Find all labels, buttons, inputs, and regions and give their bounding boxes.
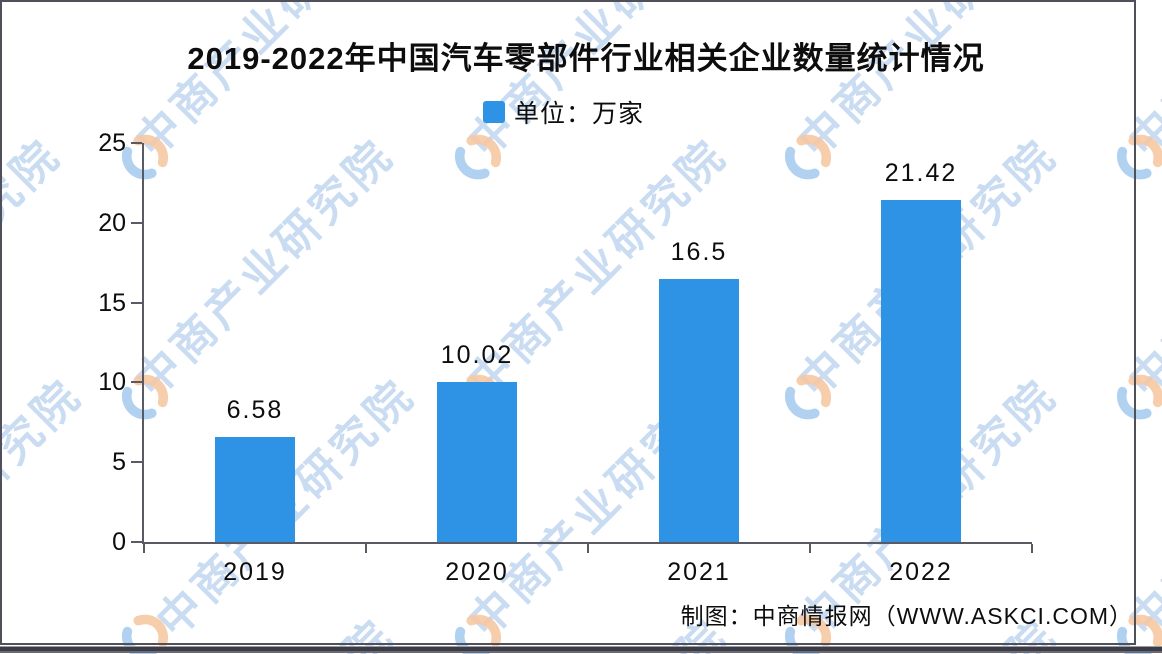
x-axis-tick (809, 544, 811, 553)
bar-value-label: 6.58 (226, 396, 284, 424)
watermark-text: 中商产业研究院 (0, 129, 71, 407)
x-axis-tick (143, 544, 145, 553)
bar-value-label: 21.42 (884, 159, 958, 187)
x-axis-category-label: 2021 (667, 558, 731, 586)
x-axis-tick (365, 544, 367, 553)
y-axis-tick (131, 222, 142, 224)
bar-2019 (215, 437, 295, 542)
y-axis-label: 5 (112, 448, 126, 476)
y-axis-tick (131, 302, 142, 304)
x-axis-tick (587, 544, 589, 553)
source-credit: 制图：中商情报网（WWW.ASKCI.COM） (680, 603, 1133, 629)
watermark-text: 中商产业研究院 (1119, 129, 1162, 407)
y-axis-label: 20 (98, 209, 126, 237)
bar-value-label: 10.02 (440, 341, 514, 369)
bottom-divider-bar (0, 646, 1162, 653)
y-axis-label: 10 (98, 368, 126, 396)
y-axis-tick (131, 381, 142, 383)
askci-logo-icon (1117, 134, 1162, 180)
y-axis-tick (131, 541, 142, 543)
y-axis-tick (131, 461, 142, 463)
watermark-text: 中商产业研究院 (1119, 0, 1162, 167)
bar-2021 (659, 279, 739, 542)
x-axis-category-label: 2020 (445, 558, 509, 586)
watermark-text: 中商产业研究院 (0, 0, 71, 167)
bar-value-label: 16.5 (670, 238, 728, 266)
chart-legend: 单位：万家 (483, 94, 644, 130)
bar-2020 (437, 382, 517, 542)
legend-swatch-icon (483, 101, 505, 123)
plot-area: 0 5 10 15 20 25 6.58 2019 10.02 2020 16.5 2021 21.42… (98, 129, 1033, 586)
legend-label: 单位：万家 (514, 100, 645, 128)
chart-title: 2019-2022年中国汽车零部件行业相关企业数量统计情况 (187, 41, 985, 76)
watermark-text: 中商产业研究院 (0, 369, 92, 647)
y-axis-label: 0 (112, 528, 126, 556)
x-axis-category-label: 2019 (223, 558, 287, 586)
y-axis-label: 15 (98, 289, 126, 317)
askci-logo-icon (1117, 374, 1162, 420)
y-axis-label: 25 (98, 129, 126, 157)
bar-2022 (881, 200, 961, 542)
x-axis-category-label: 2022 (889, 558, 953, 586)
y-axis-tick (131, 142, 142, 144)
x-axis-tick (1031, 544, 1033, 553)
